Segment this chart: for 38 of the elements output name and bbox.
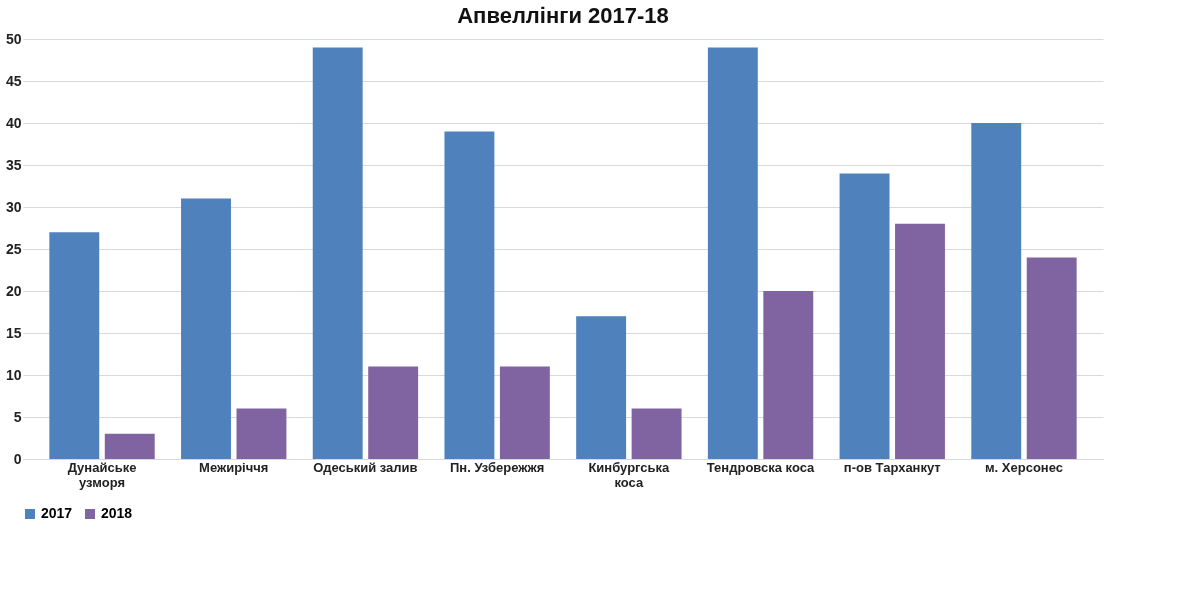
bar	[104, 433, 155, 459]
x-tick-label: п-ов Тарханкут	[843, 459, 941, 475]
y-tick-label: 0	[13, 450, 22, 467]
y-tick-label: 5	[13, 408, 22, 425]
x-tick-label: Кинбургська коса	[588, 459, 671, 490]
bar	[312, 47, 363, 459]
y-tick-label: 50	[5, 30, 22, 47]
bar	[576, 316, 627, 459]
chart-title: Апвеллінги 2017-18	[457, 3, 669, 28]
y-tick-label: 40	[5, 114, 22, 131]
x-tick-label: Дунайське узморя	[67, 459, 137, 490]
y-tick-label: 45	[5, 72, 22, 89]
bar	[368, 366, 419, 459]
y-tick-label: 20	[5, 282, 22, 299]
y-tick-label: 10	[5, 366, 22, 383]
x-tick-label: Пн. Узбережжя	[450, 459, 545, 475]
bar	[444, 131, 495, 459]
bar	[49, 232, 100, 459]
bar	[763, 291, 814, 459]
bar	[895, 223, 945, 459]
x-tick-label: Одеський залив	[313, 459, 418, 475]
y-tick-label: 25	[5, 240, 22, 257]
bar	[499, 366, 550, 459]
bar	[971, 123, 1022, 459]
bar	[839, 173, 890, 459]
y-tick-label: 30	[5, 198, 22, 215]
y-tick-label: 35	[5, 156, 22, 173]
bar	[1026, 257, 1077, 459]
y-tick-label: 15	[5, 324, 22, 341]
x-tick-label: Межиріччя	[199, 459, 269, 475]
bar	[236, 408, 287, 459]
x-tick-label: м. Херсонес	[984, 459, 1063, 475]
legend-label: 2018	[101, 505, 133, 521]
bar	[707, 47, 758, 459]
bar	[181, 198, 231, 459]
x-tick-label: Тендровска коса	[706, 459, 816, 475]
bar	[631, 408, 682, 459]
legend-label: 2017	[41, 505, 73, 521]
